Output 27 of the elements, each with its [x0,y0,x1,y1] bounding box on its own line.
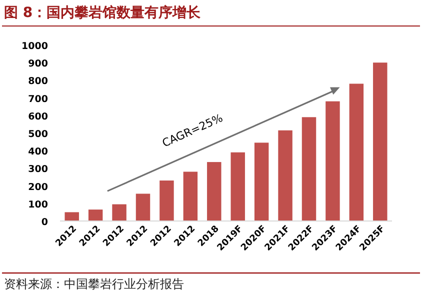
bar [112,204,126,221]
y-tick-label: 400 [28,146,48,158]
bar [278,130,292,221]
bar [230,152,245,221]
y-tick-label: 200 [28,182,48,193]
bar [136,194,150,221]
bar [326,101,340,221]
bar [207,162,222,221]
y-tick-label: 100 [28,199,48,210]
y-tick-label: 1000 [22,41,48,52]
bar [160,180,174,221]
y-tick-label: 500 [28,129,48,140]
bar [373,62,388,221]
text: 资料来源：中国攀岩行业分析报告 [4,277,184,291]
y-tick-label: 300 [28,164,48,176]
bar [64,212,79,221]
bar [349,84,364,221]
bar [88,210,103,221]
bar [302,117,316,221]
y-tick-label: 0 [41,217,48,228]
bar [183,172,198,221]
chart-title: 图 8：国内攀岩馆数量有序增长 [4,4,202,21]
y-tick-label: 900 [28,58,48,70]
bar [254,142,269,221]
y-tick-label: 800 [28,76,48,88]
y-tick-label: 600 [28,111,48,122]
y-tick-label: 700 [28,94,48,105]
